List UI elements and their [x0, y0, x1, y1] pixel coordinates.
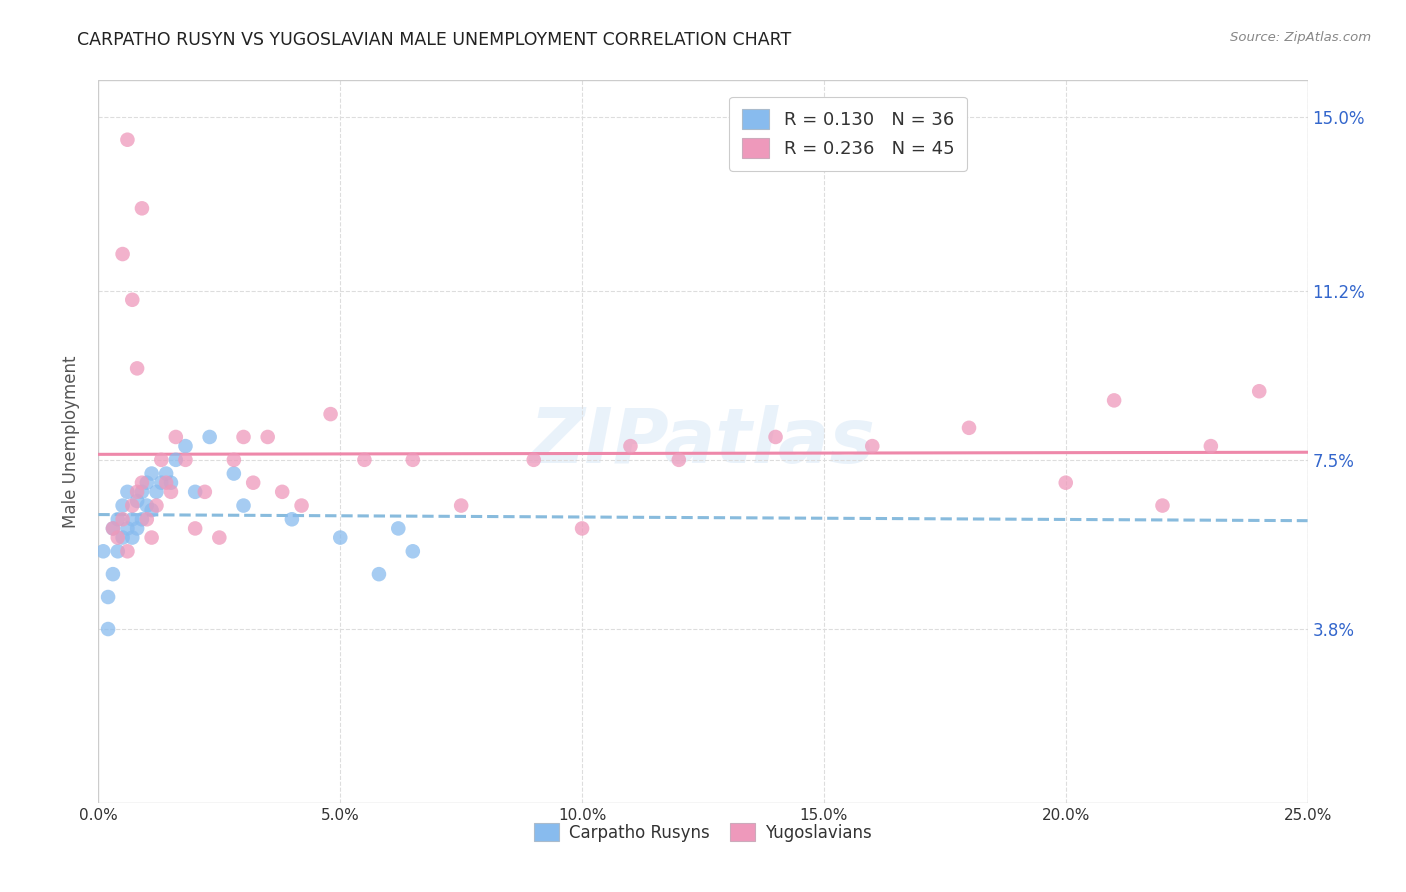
Y-axis label: Male Unemployment: Male Unemployment — [62, 355, 80, 528]
Point — [860, 439, 883, 453]
Point — [198, 430, 221, 444]
Point — [101, 521, 124, 535]
Point — [101, 521, 124, 535]
Legend: Carpatho Rusyns, Yugoslavians: Carpatho Rusyns, Yugoslavians — [527, 817, 879, 848]
Point — [127, 484, 149, 499]
Point — [571, 521, 593, 535]
Point — [121, 531, 143, 545]
Point — [319, 407, 342, 421]
Point — [121, 499, 143, 513]
Point — [135, 512, 157, 526]
Point — [402, 453, 425, 467]
Point — [117, 484, 139, 499]
Point — [131, 484, 153, 499]
Point — [117, 544, 139, 558]
Point — [111, 512, 134, 526]
Point — [131, 202, 153, 216]
Point — [1054, 475, 1077, 490]
Point — [271, 484, 294, 499]
Point — [160, 484, 183, 499]
Point — [121, 512, 143, 526]
Point — [150, 475, 173, 490]
Point — [184, 521, 207, 535]
Point — [174, 439, 197, 453]
Point — [145, 499, 167, 513]
Point — [387, 521, 409, 535]
Point — [281, 512, 304, 526]
Point — [222, 453, 245, 467]
Point — [353, 453, 375, 467]
Point — [107, 512, 129, 526]
Point — [155, 467, 177, 481]
Point — [402, 544, 425, 558]
Point — [111, 499, 134, 513]
Point — [131, 475, 153, 490]
Point — [97, 622, 120, 636]
Text: ZIPatlas: ZIPatlas — [530, 405, 876, 478]
Point — [141, 467, 163, 481]
Point — [165, 430, 187, 444]
Point — [111, 247, 134, 261]
Point — [668, 453, 690, 467]
Point — [107, 531, 129, 545]
Point — [184, 484, 207, 499]
Point — [121, 293, 143, 307]
Point — [957, 421, 980, 435]
Point — [232, 499, 254, 513]
Point — [523, 453, 546, 467]
Point — [101, 567, 124, 582]
Point — [107, 544, 129, 558]
Point — [160, 475, 183, 490]
Point — [329, 531, 352, 545]
Point — [222, 467, 245, 481]
Point — [127, 361, 149, 376]
Point — [256, 430, 278, 444]
Point — [150, 453, 173, 467]
Text: Source: ZipAtlas.com: Source: ZipAtlas.com — [1230, 31, 1371, 45]
Point — [242, 475, 264, 490]
Point — [174, 453, 197, 467]
Point — [765, 430, 787, 444]
Point — [117, 521, 139, 535]
Point — [155, 475, 177, 490]
Point — [450, 499, 472, 513]
Point — [141, 531, 163, 545]
Point — [135, 499, 157, 513]
Text: CARPATHO RUSYN VS YUGOSLAVIAN MALE UNEMPLOYMENT CORRELATION CHART: CARPATHO RUSYN VS YUGOSLAVIAN MALE UNEMP… — [77, 31, 792, 49]
Point — [135, 475, 157, 490]
Point — [1152, 499, 1174, 513]
Point — [141, 503, 163, 517]
Point — [208, 531, 231, 545]
Point — [1199, 439, 1222, 453]
Point — [127, 521, 149, 535]
Point — [619, 439, 641, 453]
Point — [111, 531, 134, 545]
Point — [194, 484, 217, 499]
Point — [1249, 384, 1271, 399]
Point — [1102, 393, 1125, 408]
Point — [232, 430, 254, 444]
Point — [97, 590, 120, 604]
Point — [165, 453, 187, 467]
Point — [117, 133, 139, 147]
Point — [91, 544, 114, 558]
Point — [290, 499, 312, 513]
Point — [368, 567, 391, 582]
Point — [145, 484, 167, 499]
Point — [131, 512, 153, 526]
Point — [127, 494, 149, 508]
